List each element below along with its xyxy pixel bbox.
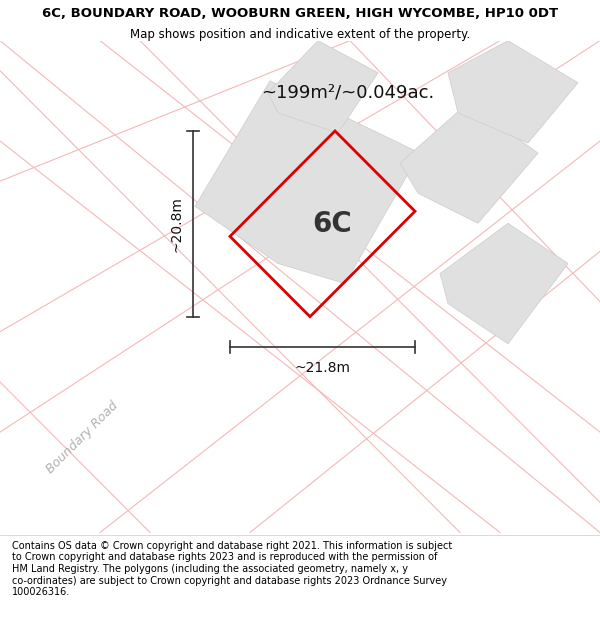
- Polygon shape: [400, 103, 538, 223]
- Text: 6C, BOUNDARY ROAD, WOOBURN GREEN, HIGH WYCOMBE, HP10 0DT: 6C, BOUNDARY ROAD, WOOBURN GREEN, HIGH W…: [42, 8, 558, 20]
- Polygon shape: [440, 223, 568, 344]
- Text: Boundary Road: Boundary Road: [44, 399, 121, 476]
- Text: Contains OS data © Crown copyright and database right 2021. This information is : Contains OS data © Crown copyright and d…: [12, 541, 452, 598]
- Polygon shape: [195, 81, 420, 284]
- Polygon shape: [448, 41, 578, 143]
- Text: Map shows position and indicative extent of the property.: Map shows position and indicative extent…: [130, 28, 470, 41]
- Polygon shape: [268, 41, 378, 133]
- Text: ~199m²/~0.049ac.: ~199m²/~0.049ac.: [261, 84, 434, 102]
- Text: 6C: 6C: [313, 210, 352, 238]
- Text: ~21.8m: ~21.8m: [295, 361, 350, 375]
- Text: ~20.8m: ~20.8m: [169, 196, 183, 252]
